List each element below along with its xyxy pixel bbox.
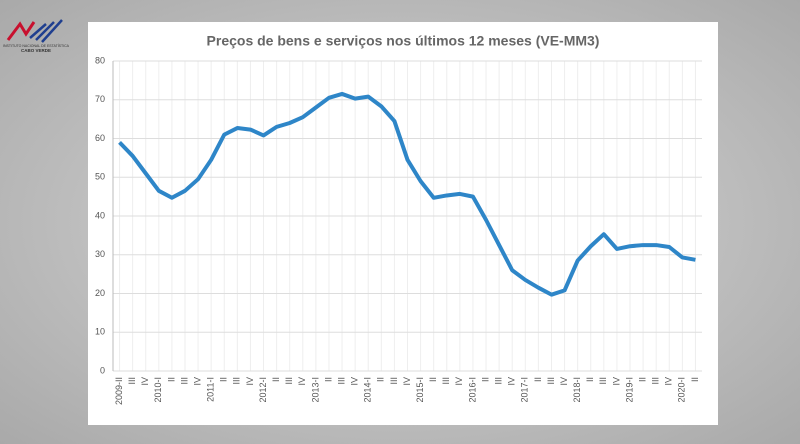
y-tick-label: 0 <box>100 365 105 375</box>
x-tick-label: IV <box>140 377 150 386</box>
x-tick-label: III <box>336 377 346 385</box>
x-tick-label: 2019-I <box>624 377 634 403</box>
x-tick-label: II <box>376 377 386 382</box>
logo-mark <box>29 19 63 43</box>
x-tick-label: II <box>166 377 176 382</box>
x-tick-label: IV <box>507 377 517 386</box>
x-tick-label: IV <box>559 377 569 386</box>
x-tick-label: 2010-I <box>153 377 163 403</box>
x-tick-label: 2012-I <box>258 377 268 403</box>
x-tick-label: III <box>651 377 661 385</box>
x-tick-label: III <box>389 377 399 385</box>
x-tick-label: 2009-II <box>114 377 124 405</box>
y-tick-label: 20 <box>95 288 105 298</box>
x-tick-label: III <box>598 377 608 385</box>
x-tick-label: 2020-I <box>677 377 687 403</box>
x-tick-label: III <box>284 377 294 385</box>
y-tick-label: 50 <box>95 172 105 182</box>
x-tick-label: IV <box>454 377 464 386</box>
x-tick-label: IV <box>245 377 255 386</box>
x-tick-label: II <box>637 377 647 382</box>
logo: INSTITUTO NACIONAL DE ESTATÍSTICA CABO V… <box>3 19 70 53</box>
x-tick-label: 2017-I <box>520 377 530 403</box>
chart-title: Preços de bens e serviços nos últimos 12… <box>207 33 600 49</box>
x-tick-label: III <box>179 377 189 385</box>
logo-mark <box>6 21 36 41</box>
x-tick-label: III <box>127 377 137 385</box>
x-tick-label: 2016-I <box>467 377 477 403</box>
x-tick-label: 2015-I <box>415 377 425 403</box>
x-tick-label: IV <box>192 377 202 386</box>
x-tick-label: 2013-I <box>310 377 320 403</box>
y-tick-label: 10 <box>95 327 105 337</box>
y-tick-label: 30 <box>95 249 105 259</box>
x-tick-label: IV <box>611 377 621 386</box>
x-tick-label: II <box>271 377 281 382</box>
y-tick-label: 70 <box>95 94 105 104</box>
x-tick-label: 2014-I <box>363 377 373 403</box>
x-tick-label: II <box>585 377 595 382</box>
x-tick-label: IV <box>350 377 360 386</box>
y-tick-label: 60 <box>95 133 105 143</box>
data-line <box>118 91 696 297</box>
x-tick-label: IV <box>664 377 674 386</box>
logo-text: CABO VERDE <box>21 48 51 53</box>
x-tick-label: 2018-I <box>572 377 582 403</box>
x-tick-label: II <box>690 377 700 382</box>
x-tick-label: II <box>480 377 490 382</box>
chart-panel <box>88 22 718 425</box>
x-tick-label: IV <box>402 377 412 386</box>
y-tick-label: 80 <box>95 55 105 65</box>
x-tick-label: III <box>232 377 242 385</box>
x-tick-label: 2011-I <box>206 377 216 402</box>
x-tick-label: IV <box>297 377 307 386</box>
x-tick-label: II <box>219 377 229 382</box>
x-tick-label: II <box>323 377 333 382</box>
y-tick-label: 40 <box>95 210 105 220</box>
x-tick-label: III <box>441 377 451 385</box>
x-tick-label: III <box>546 377 556 385</box>
logo-text: INSTITUTO NACIONAL DE ESTATÍSTICA <box>3 44 70 48</box>
x-tick-label: III <box>493 377 503 385</box>
x-tick-label: II <box>533 377 543 382</box>
x-tick-label: II <box>428 377 438 382</box>
